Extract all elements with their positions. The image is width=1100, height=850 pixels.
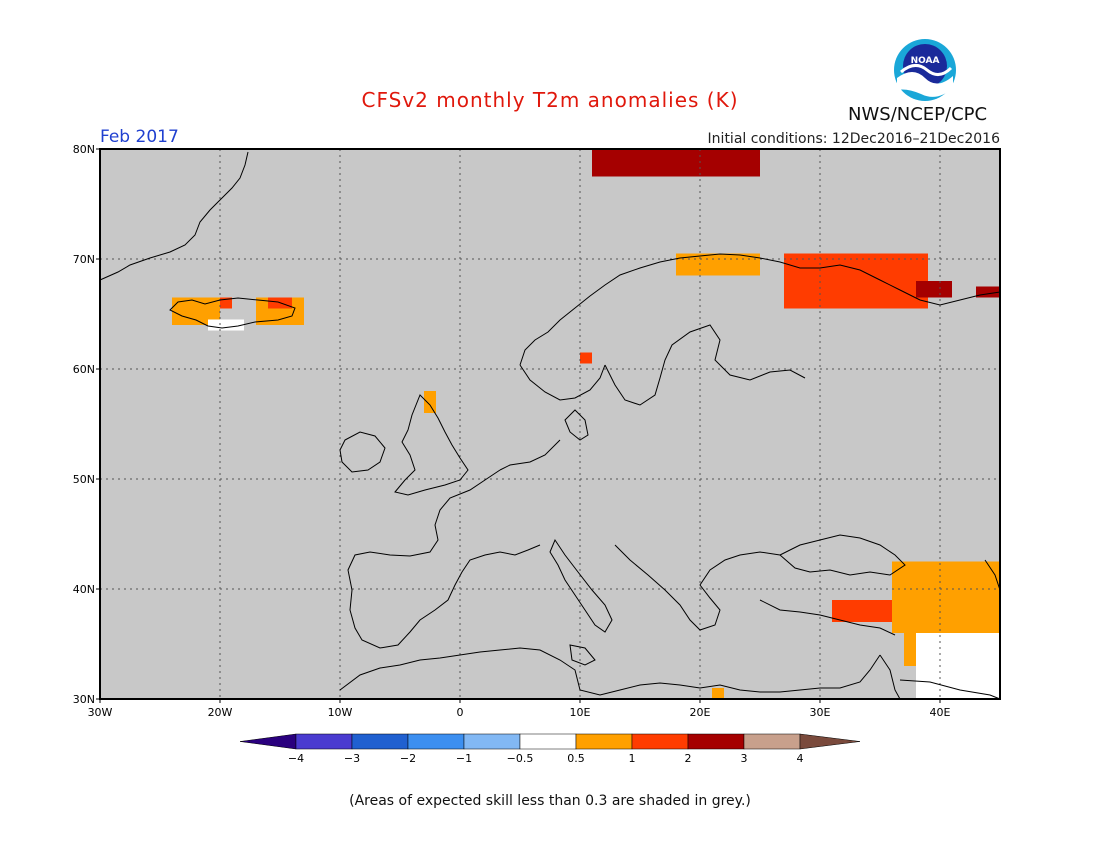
longitude-label: 20E [690,706,711,719]
legend-label: −3 [344,752,360,765]
legend-label: 1 [629,752,636,765]
initial-conditions: Initial conditions: 12Dec2016–21Dec2016 [707,131,1000,147]
legend-swatch [631,733,689,750]
anomaly-cell [916,281,952,298]
anomaly-cell [676,253,760,276]
noaa-logo: NOAA [894,39,956,101]
legend-labels: −4 −3 −2 −1 −0.5 0.5 1 2 3 4 [288,752,804,765]
agency-label: NWS/NCEP/CPC [848,104,988,125]
legend-label: −0.5 [507,752,534,765]
skill-footnote: (Areas of expected skill less than 0.3 a… [349,793,751,809]
longitude-label: 0 [457,706,464,719]
longitude-label: 10W [328,706,353,719]
anomaly-cell [208,319,244,331]
noaa-logo-text: NOAA [911,56,940,66]
forecast-month: Feb 2017 [100,127,179,147]
legend-label: 0.5 [567,752,585,765]
legend-swatch [519,733,577,750]
coastlines [99,151,1001,700]
legend-swatch [295,733,353,750]
map-title: CFSv2 monthly T2m anomalies (K) [361,88,739,112]
longitude-label: 30E [810,706,831,719]
latitude-label: 30N [73,693,95,706]
legend-arrow-left [239,733,297,750]
legend-swatch [687,733,745,750]
anomaly-cell [592,149,760,177]
latitude-labels: 30N 40N 50N 60N 70N 80N [73,143,100,706]
anomaly-cell [712,688,724,699]
legend-swatch [575,733,633,750]
anomaly-cell [916,633,1000,699]
anomaly-cell [580,352,592,364]
legend-label: −2 [400,752,416,765]
longitude-labels: 30W 20W 10W 0 10E 20E 30E 40E [88,699,951,719]
legend-label: 3 [741,752,748,765]
anomaly-cell [784,253,928,309]
map-frame [99,148,1001,700]
legend-label: 2 [685,752,692,765]
longitude-label: 40E [930,706,951,719]
latitude-label: 60N [73,363,95,376]
longitude-label: 20W [208,706,233,719]
legend-arrow-right [799,733,861,750]
anomaly-cell [976,286,1000,298]
legend-label: −1 [456,752,472,765]
latitude-label: 80N [73,143,95,156]
anomaly-cell [220,297,232,309]
anomaly-cell [892,561,1000,633]
latitude-label: 70N [73,253,95,266]
legend-label: 4 [797,752,804,765]
legend-swatch [743,733,801,750]
legend-label: −4 [288,752,304,765]
color-legend [239,733,861,750]
legend-swatch [407,733,465,750]
latitude-label: 40N [73,583,95,596]
latitude-label: 50N [73,473,95,486]
legend-swatch [351,733,409,750]
longitude-label: 10E [570,706,591,719]
anomaly-cell [424,391,436,413]
legend-swatch [463,733,521,750]
anomaly-cells [172,149,1000,699]
longitude-label: 30W [88,706,113,719]
map-gridlines [100,149,1000,699]
